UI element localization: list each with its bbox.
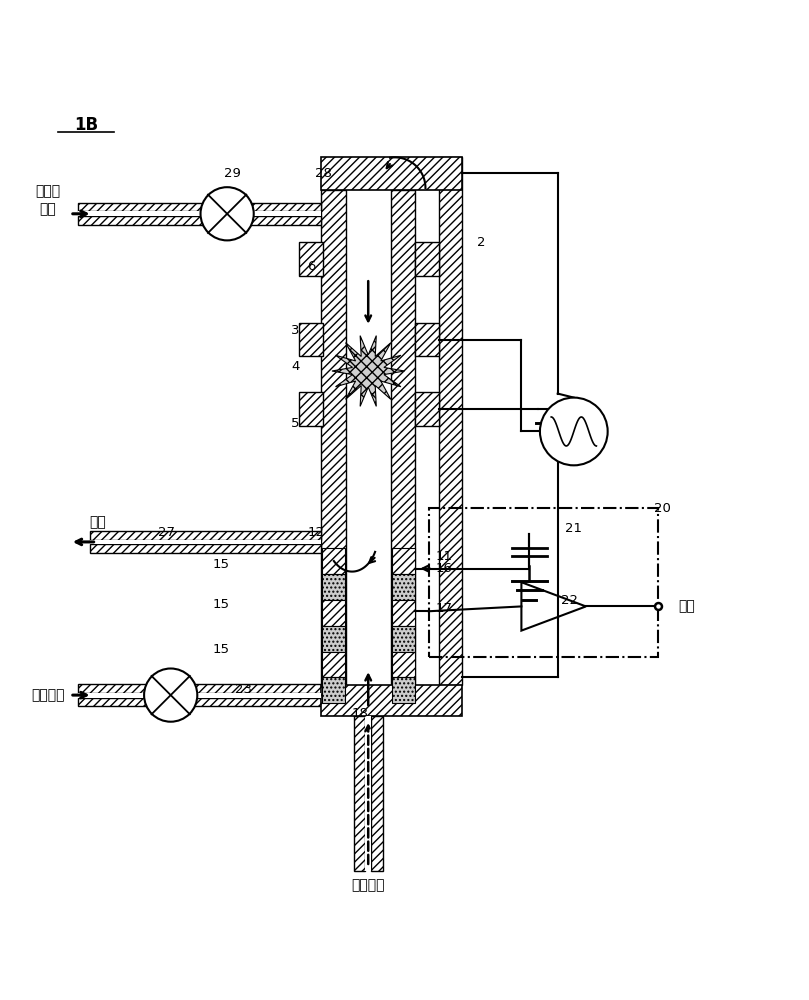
Text: 28: 28 [316, 167, 332, 180]
Text: 稀释气体: 稀释气体 [32, 688, 65, 702]
Text: 23: 23 [235, 683, 252, 696]
Bar [371, 716, 383, 871]
Bar [429, 508, 659, 657]
Circle shape [201, 187, 254, 240]
Text: 20: 20 [654, 502, 671, 515]
Text: 试样气体: 试样气体 [351, 878, 385, 892]
Bar [78, 684, 321, 693]
Text: 21: 21 [565, 522, 582, 535]
Bar [415, 242, 439, 276]
Bar [392, 548, 415, 574]
Bar [321, 685, 462, 716]
Bar [322, 548, 345, 574]
Bar [392, 626, 415, 652]
Text: 27: 27 [159, 526, 176, 539]
Bar [322, 600, 345, 626]
Bar [322, 652, 345, 677]
Bar [392, 574, 415, 600]
Bar [78, 211, 321, 216]
Bar [415, 392, 439, 426]
Text: 6: 6 [307, 260, 316, 273]
Text: 15: 15 [212, 558, 229, 571]
Text: 4: 4 [291, 360, 300, 373]
Bar [415, 323, 439, 356]
Text: 等离子
气体: 等离子 气体 [36, 184, 61, 216]
Text: 15: 15 [212, 598, 229, 611]
Text: 1B: 1B [74, 116, 98, 134]
Bar [354, 716, 365, 871]
Bar [365, 716, 371, 871]
Bar [391, 190, 415, 685]
Text: 15: 15 [212, 643, 229, 656]
Bar [322, 626, 345, 652]
Bar [78, 216, 321, 225]
Bar [90, 540, 321, 544]
Bar [345, 190, 391, 685]
Bar [392, 600, 415, 626]
Text: 10: 10 [570, 397, 587, 410]
Bar [322, 574, 345, 600]
Bar [321, 157, 462, 190]
Polygon shape [332, 336, 404, 406]
Text: 17: 17 [435, 602, 452, 615]
Bar [90, 531, 321, 540]
Bar [299, 323, 323, 356]
Text: 5: 5 [291, 417, 300, 430]
Bar [392, 652, 415, 677]
Text: 22: 22 [561, 594, 578, 607]
Text: 29: 29 [223, 167, 240, 180]
Circle shape [144, 669, 197, 722]
Text: 24: 24 [167, 697, 183, 710]
Bar [321, 190, 345, 685]
Bar [90, 544, 321, 553]
Bar [78, 203, 321, 211]
Circle shape [540, 398, 608, 465]
Bar [299, 392, 323, 426]
Text: 11: 11 [435, 550, 452, 563]
Text: 18: 18 [352, 707, 369, 720]
Text: 排出: 排出 [90, 516, 107, 530]
Bar [392, 677, 415, 703]
Text: 16: 16 [435, 562, 452, 575]
Text: 12: 12 [307, 526, 324, 539]
Bar [322, 677, 345, 703]
Bar [78, 693, 321, 698]
Text: 2: 2 [477, 236, 485, 249]
Text: 3: 3 [291, 324, 300, 337]
Bar [299, 242, 323, 276]
Text: 输出: 输出 [679, 599, 696, 613]
Bar [78, 698, 321, 706]
Bar [439, 157, 462, 685]
